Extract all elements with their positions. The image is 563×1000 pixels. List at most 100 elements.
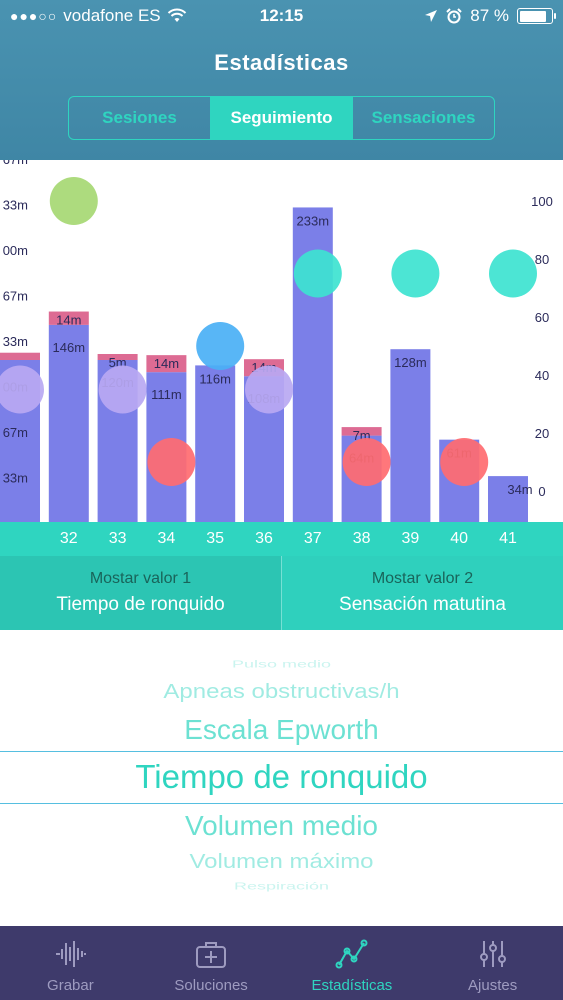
- header: ●●●○○ vodafone ES 12:15 87 % Estadística…: [0, 0, 563, 160]
- chart[interactable]: 14m146m5m120m14m111m116m14m108m233m7m64m…: [0, 160, 563, 522]
- tab-sensaciones[interactable]: Sensaciones: [352, 97, 494, 139]
- value-2-label: Sensación matutina: [339, 594, 506, 615]
- picker-item[interactable]: Respiración: [233, 880, 330, 892]
- segmented-control: Sesiones Seguimiento Sensaciones: [68, 96, 495, 140]
- status-bar: ●●●○○ vodafone ES 12:15 87 %: [0, 0, 563, 32]
- sensation-dot: [440, 438, 489, 486]
- bar-segment-top: [0, 352, 40, 360]
- picker-item[interactable]: Volumen máximo: [189, 850, 374, 874]
- tab-ajustes[interactable]: Ajustes: [422, 926, 563, 1000]
- tab-estadisticas[interactable]: Estadísticas: [282, 926, 423, 1000]
- x-axis-tick: 37: [303, 530, 322, 547]
- x-axis-tick: 41: [499, 530, 517, 547]
- value-selector: Mostar valor 1 Tiempo de ronquido Mostar…: [0, 556, 563, 630]
- page-title: Estadísticas: [214, 50, 349, 75]
- value-1-button[interactable]: Mostar valor 1 Tiempo de ronquido: [0, 556, 281, 630]
- picker-item[interactable]: Pulso medio: [231, 658, 332, 670]
- alarm-icon: [446, 8, 462, 24]
- signal-icon: ●●●○○: [10, 8, 58, 24]
- x-axis-tick: 39: [401, 530, 420, 547]
- sensation-dot: [0, 365, 44, 414]
- sensation-dot: [342, 438, 391, 486]
- value-2-button[interactable]: Mostar valor 2 Sensación matutina: [281, 556, 563, 630]
- left-axis-tick: 00m: [3, 243, 28, 258]
- tab-grabar-label: Grabar: [47, 977, 94, 994]
- bar-snore-time: [488, 476, 528, 522]
- picker-item[interactable]: Volumen medio: [184, 810, 378, 841]
- left-axis-tick: 33m: [3, 198, 28, 213]
- bar-segment-top: [97, 354, 138, 360]
- tab-grabar[interactable]: Grabar: [0, 926, 141, 1000]
- data-label-value: 233m: [297, 213, 330, 228]
- bar-segment-top: [146, 355, 187, 373]
- picker-item[interactable]: Apneas obstructivas/h: [163, 680, 400, 704]
- data-label-value: 111m: [151, 387, 182, 402]
- sensation-dot: [489, 249, 537, 298]
- right-axis-tick: 40: [535, 368, 549, 383]
- left-axis-tick: 33m: [3, 334, 28, 349]
- waveform-icon: [56, 941, 87, 967]
- data-label-value: 34m: [507, 482, 532, 497]
- tab-soluciones-label: Soluciones: [174, 977, 248, 994]
- bar-snore-time: [390, 349, 431, 522]
- right-axis-tick: 100: [531, 194, 553, 209]
- status-left: ●●●○○ vodafone ES: [10, 6, 187, 26]
- sensation-dot: [245, 365, 293, 414]
- battery-percent: 87 %: [470, 6, 509, 25]
- tab-sesiones[interactable]: Sesiones: [102, 108, 177, 127]
- data-label-top: 14m: [154, 356, 179, 371]
- tab-ajustes-label: Ajustes: [468, 977, 518, 994]
- chart-svg: 14m146m5m120m14m111m116m14m108m233m7m64m…: [0, 160, 563, 522]
- x-axis-tick: 33: [108, 530, 127, 547]
- bar-snore-time: [48, 324, 89, 522]
- left-axis-tick: 67m: [3, 160, 28, 167]
- metric-picker[interactable]: Pulso medio Apneas obstructivas/h Escala…: [0, 630, 563, 926]
- status-right: 87 %: [424, 6, 556, 26]
- x-axis-tick: 40: [450, 530, 469, 547]
- battery-icon: [517, 8, 556, 24]
- right-axis-tick: 80: [535, 252, 549, 267]
- medkit-icon: [196, 942, 227, 968]
- x-axis-tick: 38: [352, 530, 371, 547]
- right-axis-tick: 60: [535, 310, 549, 325]
- sensation-dot: [147, 438, 196, 486]
- picker-divider-bottom: [0, 803, 563, 804]
- value-1-caption: Mostar valor 1: [89, 570, 192, 587]
- picker-item[interactable]: Escala Epworth: [184, 714, 379, 745]
- sensation-dot: [98, 365, 147, 414]
- bar-snore-time: [195, 365, 236, 522]
- x-axis-tick: 34: [157, 530, 176, 547]
- bar-segment-top: [341, 427, 382, 436]
- sensation-dot: [196, 322, 245, 370]
- location-icon: [425, 10, 438, 22]
- right-axis-tick: 0: [538, 484, 545, 499]
- sensation-dot: [391, 249, 440, 298]
- data-label-value: 146m: [53, 340, 86, 355]
- picker-divider-top: [0, 751, 563, 752]
- sensation-dot: [293, 249, 342, 298]
- right-axis-tick: 20: [535, 426, 549, 441]
- data-label-value: 128m: [394, 355, 427, 370]
- left-axis-tick: 67m: [3, 425, 28, 440]
- x-axis-tick: 36: [255, 530, 273, 547]
- tab-seguimiento[interactable]: Seguimiento: [210, 97, 352, 139]
- carrier-label: vodafone ES: [63, 6, 161, 25]
- data-label-top: 14m: [56, 313, 81, 328]
- x-axis-tick: 35: [206, 530, 225, 547]
- wifi-icon: [167, 8, 186, 22]
- stats-icon: [335, 939, 368, 969]
- value-1-label: Tiempo de ronquido: [56, 594, 225, 615]
- sliders-icon: [479, 941, 506, 967]
- sensation-dot: [49, 177, 98, 225]
- tab-estadisticas-label: Estadísticas: [311, 977, 393, 994]
- x-axis-tick: 32: [59, 530, 78, 547]
- left-axis-tick: 67m: [3, 289, 28, 304]
- value-2-caption: Mostar valor 2: [371, 570, 474, 587]
- left-axis-tick: 33m: [3, 471, 28, 486]
- data-label-value: 116m: [199, 371, 231, 386]
- tab-soluciones[interactable]: Soluciones: [141, 926, 282, 1000]
- bar-segment-top: [48, 311, 89, 325]
- tab-bar: Grabar Soluciones Estadísticas Ajustes: [0, 926, 563, 1000]
- status-time: 12:15: [259, 6, 304, 25]
- picker-selected-item[interactable]: Tiempo de ronquido: [135, 758, 428, 795]
